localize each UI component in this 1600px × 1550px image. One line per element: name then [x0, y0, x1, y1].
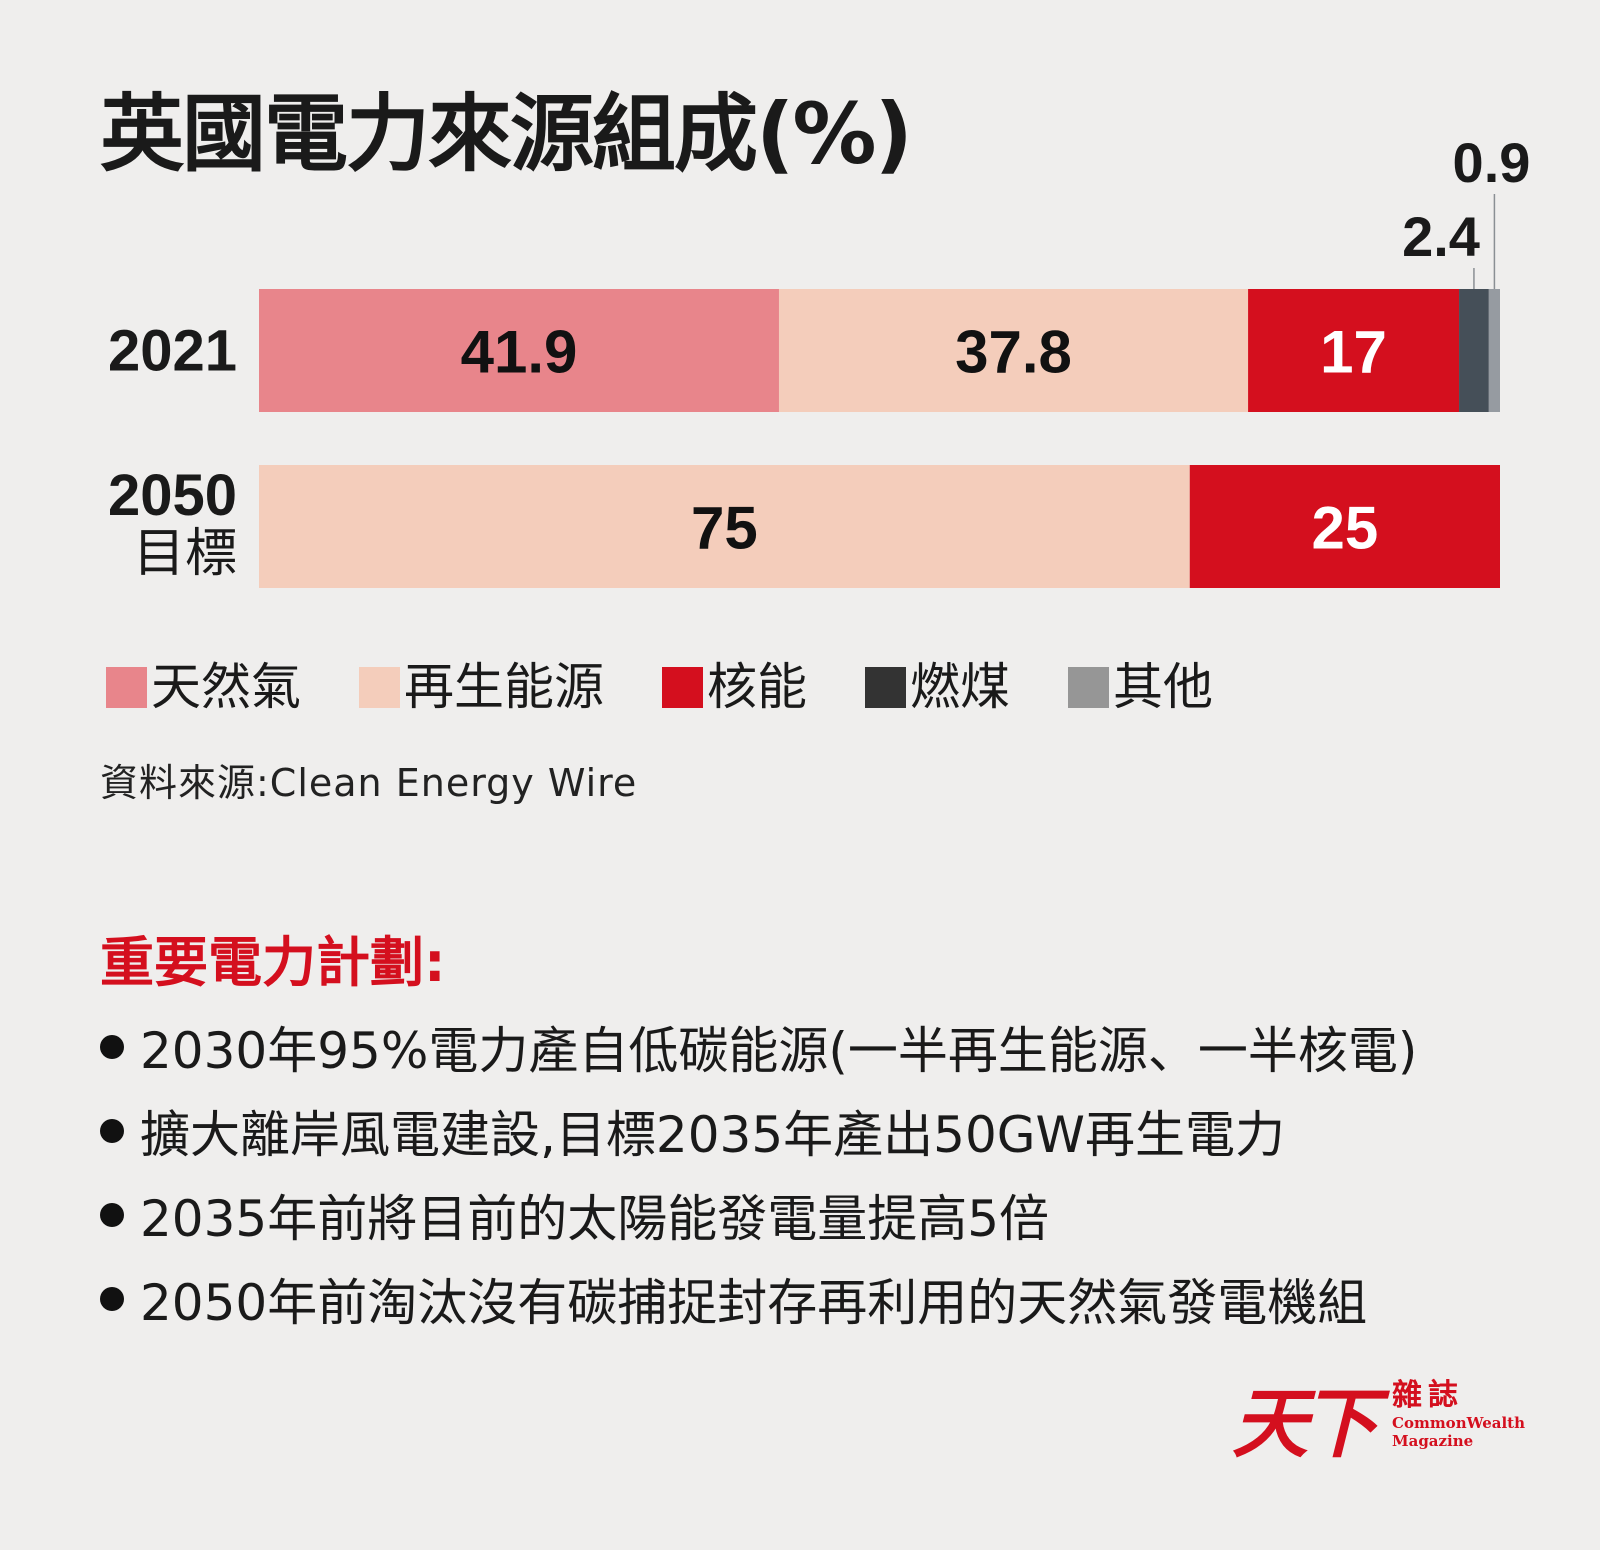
legend: 天然氣 再生能源 核能 燃煤 其他 — [106, 662, 1271, 712]
data-label-gas-0: 41.9 — [461, 319, 578, 386]
plan-text: 2050年前淘汰沒有碳捕捉封存再利用的天然氣發電機組 — [140, 1274, 1368, 1332]
logo-en-line1: CommonWealth — [1392, 1414, 1526, 1432]
legend-item-nuclear: 核能 — [662, 662, 807, 712]
plan-text: 2030年95%電力產自低碳能源(一半再生能源、一半核電) — [140, 1022, 1418, 1080]
legend-item-renewable: 再生能源 — [359, 662, 604, 712]
legend-swatch-other — [1068, 666, 1109, 708]
data-label-nuclear-0: 17 — [1320, 319, 1387, 386]
commonwealth-logo: 天下 雜誌 CommonWealth Magazine — [1232, 1368, 1525, 1468]
legend-label-gas: 天然氣 — [151, 658, 301, 716]
legend-swatch-nuclear — [662, 666, 703, 708]
data-label-renewable-1: 75 — [691, 495, 758, 562]
bullet-icon — [100, 1119, 124, 1143]
data-label-other-0: 0.9 — [1453, 131, 1531, 194]
plan-item: 2050年前淘汰沒有碳捕捉封存再利用的天然氣發電機組 — [100, 1257, 1417, 1341]
bar-segment-nuclear-0 — [1248, 289, 1460, 412]
legend-item-gas: 天然氣 — [106, 662, 301, 712]
plan-item: 2030年95%電力產自低碳能源(一半再生能源、一半核電) — [100, 1005, 1417, 1089]
plans-heading: 重要電力計劃: — [100, 931, 446, 994]
stacked-bar-chart: 2021 41.9 37.8 172.4 0.9 2050 目標 75 25 — [108, 131, 1531, 588]
bar-segment-renewable-0 — [778, 289, 1249, 412]
logo-cn-text: 雜誌 — [1392, 1378, 1464, 1413]
category-label: 2050 目標 — [108, 463, 237, 583]
legend-swatch-gas — [106, 666, 147, 708]
bullet-icon — [100, 1287, 124, 1311]
category-label: 2021 — [108, 319, 237, 384]
bar-segment-gas-0 — [259, 289, 779, 412]
logo-mark: 天下 — [1232, 1379, 1378, 1468]
plans-list: 2030年95%電力產自低碳能源(一半再生能源、一半核電) 擴大離岸風電建設,目… — [100, 1005, 1417, 1341]
bullet-icon — [100, 1035, 124, 1059]
bar-segment-other-0 — [1488, 289, 1500, 412]
plan-item: 擴大離岸風電建設,目標2035年產出50GW再生電力 — [100, 1089, 1417, 1173]
data-label-renewable-0: 37.8 — [955, 319, 1072, 386]
legend-item-other: 其他 — [1068, 662, 1213, 712]
legend-label-renewable: 再生能源 — [404, 658, 604, 716]
logo-en-line2: Magazine — [1392, 1432, 1474, 1450]
legend-label-coal: 燃煤 — [910, 658, 1010, 716]
bar-segment-renewable-1 — [259, 465, 1190, 588]
bar-segment-coal-0 — [1459, 289, 1489, 412]
chart-title: 英國電力來源組成(%) — [100, 85, 913, 183]
data-label-nuclear-1: 25 — [1312, 495, 1379, 562]
source-note: 資料來源:Clean Energy Wire — [100, 761, 638, 805]
plan-text: 擴大離岸風電建設,目標2035年產出50GW再生電力 — [140, 1106, 1285, 1164]
plan-text: 2035年前將目前的太陽能發電量提高5倍 — [140, 1190, 1050, 1248]
bar-segment-nuclear-1 — [1189, 465, 1500, 588]
logo-en-text: CommonWealth Magazine — [1392, 1414, 1532, 1450]
legend-swatch-renewable — [359, 666, 400, 708]
legend-swatch-coal — [865, 666, 906, 708]
legend-item-coal: 燃煤 — [865, 662, 1010, 712]
plan-item: 2035年前將目前的太陽能發電量提高5倍 — [100, 1173, 1417, 1257]
data-label-coal-0: 2.4 — [1402, 205, 1480, 268]
bullet-icon — [100, 1203, 124, 1227]
legend-label-other: 其他 — [1113, 658, 1213, 716]
legend-label-nuclear: 核能 — [707, 658, 807, 716]
